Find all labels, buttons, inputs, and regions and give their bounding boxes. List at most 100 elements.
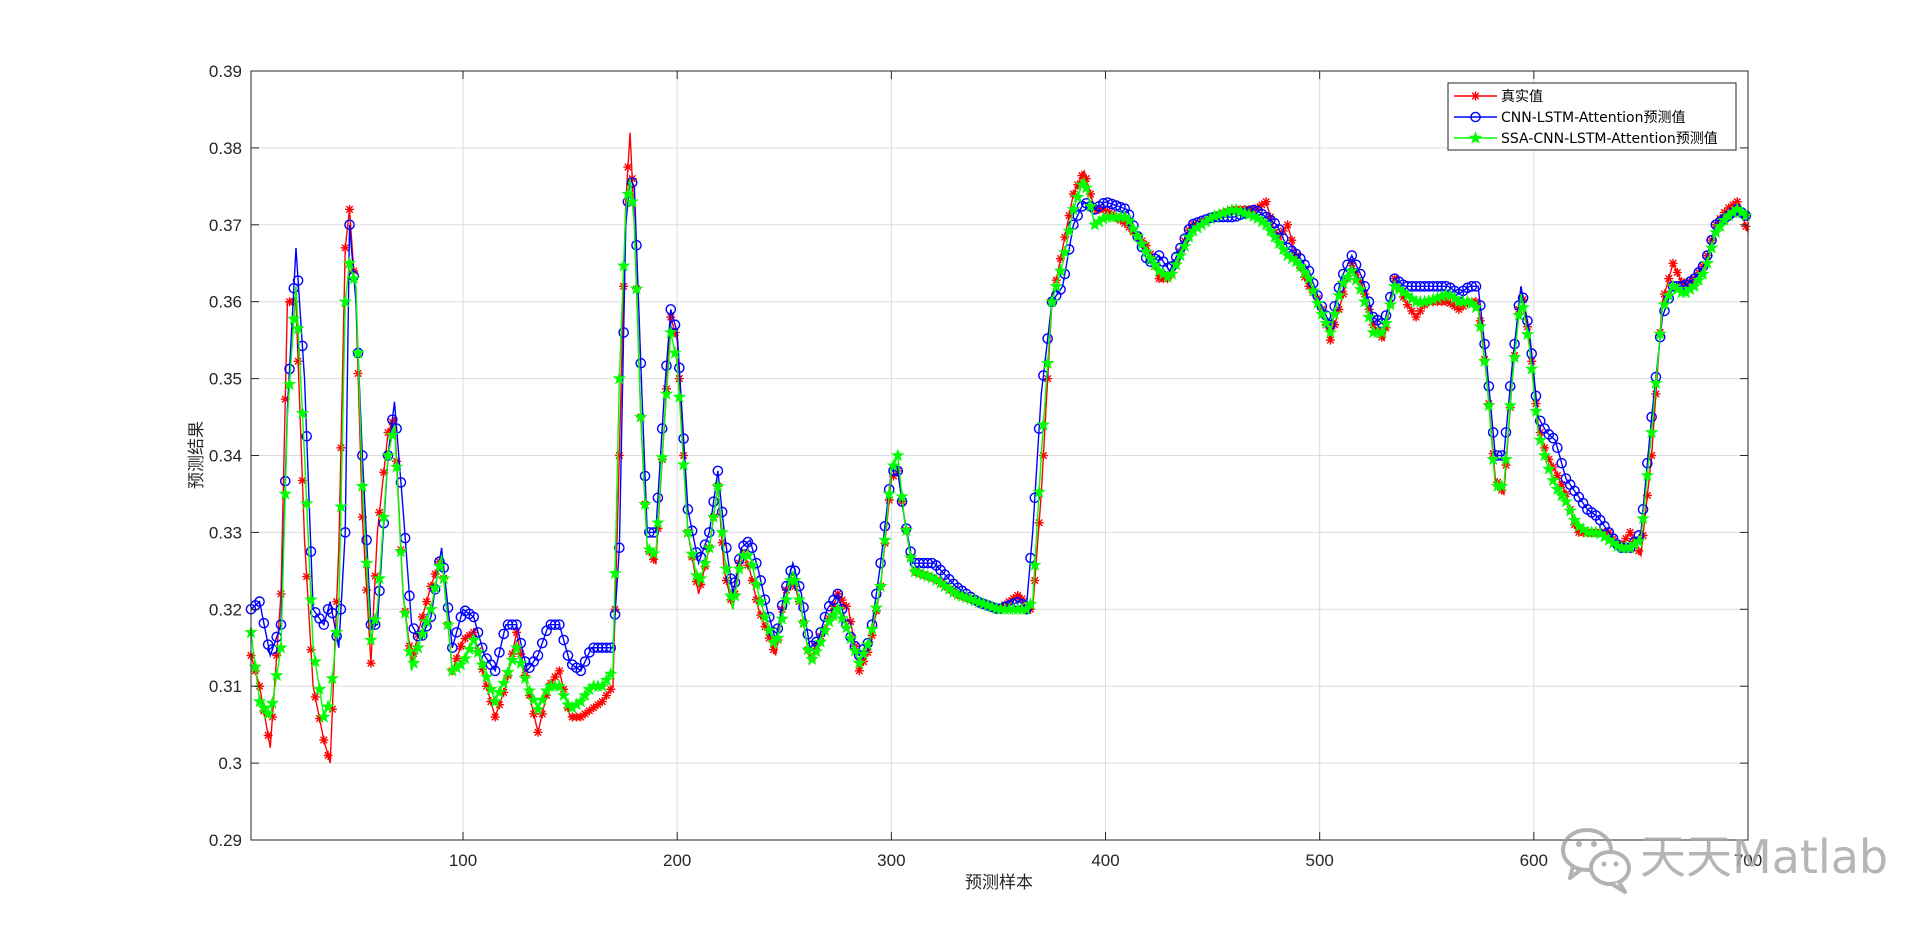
data-point-marker	[614, 451, 624, 460]
data-point-marker	[1345, 263, 1359, 277]
data-point-marker	[456, 641, 466, 651]
data-point-marker	[454, 657, 468, 671]
data-point-marker	[602, 690, 612, 700]
data-point-marker	[1509, 338, 1520, 350]
data-point-marker	[669, 319, 681, 331]
data-point-marker	[1357, 294, 1372, 308]
data-point-marker	[618, 327, 629, 338]
data-point-marker	[639, 470, 651, 482]
data-point-marker	[741, 548, 755, 562]
watermark-text: 天天Matlab	[1640, 830, 1888, 884]
data-point-marker	[407, 656, 421, 669]
data-point-marker	[1644, 425, 1659, 439]
series-3	[244, 176, 1753, 723]
data-point-marker	[297, 475, 307, 485]
data-point-marker	[389, 459, 404, 473]
data-point-marker	[892, 465, 904, 477]
data-point-marker	[387, 414, 398, 425]
data-point-marker	[1483, 380, 1495, 392]
data-point-marker	[1325, 335, 1335, 345]
data-point-marker	[719, 561, 734, 575]
data-point-marker	[1473, 319, 1488, 333]
data-point-marker	[1323, 325, 1338, 339]
data-point-marker	[579, 656, 591, 667]
data-point-marker	[1531, 399, 1541, 409]
data-point-marker	[1340, 269, 1355, 283]
data-point-marker	[451, 627, 462, 638]
data-point-marker	[282, 377, 297, 391]
data-point-marker	[685, 546, 699, 560]
data-point-marker	[1062, 223, 1076, 237]
data-point-marker	[1646, 411, 1657, 423]
data-point-marker	[1687, 279, 1702, 293]
data-point-marker	[715, 525, 729, 539]
data-point-marker	[635, 357, 647, 369]
data-point-marker	[1556, 457, 1567, 469]
data-point-marker	[494, 647, 505, 658]
data-point-marker	[471, 645, 485, 659]
data-point-marker	[818, 623, 832, 637]
data-point-marker	[595, 679, 609, 692]
data-point-marker	[1038, 451, 1048, 460]
data-point-marker	[609, 609, 621, 620]
data-point-marker	[506, 619, 518, 630]
data-point-marker	[798, 602, 809, 613]
y-tick-label: 0.3	[218, 754, 242, 773]
data-point-marker	[793, 580, 805, 592]
x-tick-label: 100	[449, 851, 477, 870]
data-point-marker	[1494, 479, 1509, 493]
data-point-marker	[419, 614, 434, 628]
data-point-marker	[869, 600, 884, 614]
data-point-marker	[258, 617, 270, 629]
data-point-marker	[329, 625, 344, 639]
data-point-marker	[661, 360, 672, 372]
data-point-marker	[1040, 356, 1055, 369]
data-point-marker	[584, 706, 594, 716]
data-point-marker	[344, 219, 355, 231]
data-point-marker	[411, 640, 425, 654]
data-point-marker	[672, 389, 687, 403]
data-point-marker	[848, 643, 862, 657]
data-point-marker	[612, 371, 627, 385]
data-point-marker	[1283, 220, 1293, 230]
data-point-marker	[549, 619, 561, 630]
data-point-marker	[629, 281, 644, 295]
data-point-marker	[1332, 288, 1346, 302]
data-point-marker	[1072, 210, 1083, 221]
data-point-marker	[274, 640, 288, 654]
data-point-marker	[509, 640, 524, 654]
data-point-marker	[873, 579, 888, 592]
data-point-marker	[562, 650, 574, 661]
data-point-marker	[301, 430, 312, 442]
data-point-marker	[608, 566, 622, 580]
data-point-marker	[597, 697, 607, 707]
data-point-marker	[775, 611, 789, 625]
data-point-marker	[552, 679, 567, 692]
y-tick-label: 0.32	[209, 600, 242, 619]
data-point-marker	[1466, 281, 1478, 292]
legend-marker	[1470, 111, 1481, 123]
data-point-marker	[334, 499, 348, 513]
x-tick-label: 200	[663, 851, 691, 870]
data-point-marker	[305, 546, 317, 557]
data-point-marker	[276, 589, 286, 599]
data-point-marker	[704, 527, 715, 538]
data-point-marker	[1148, 257, 1162, 271]
data-point-marker	[415, 626, 430, 640]
data-point-marker	[1143, 251, 1158, 265]
data-point-marker	[601, 642, 612, 654]
data-point-marker	[395, 477, 407, 488]
data-point-marker	[1522, 315, 1533, 327]
data-point-marker	[749, 577, 764, 591]
data-point-marker	[1079, 180, 1093, 194]
data-point-marker	[1066, 202, 1081, 216]
legend-entry: CNN-LSTM-Attention预测值	[1454, 110, 1685, 126]
data-point-marker	[732, 561, 747, 575]
data-point-marker	[422, 597, 432, 607]
data-point-marker	[1126, 221, 1141, 235]
data-point-marker	[1479, 338, 1490, 350]
data-point-marker	[656, 423, 668, 434]
data-point-marker	[323, 750, 333, 760]
data-point-marker	[558, 634, 569, 646]
data-point-marker	[532, 650, 544, 661]
